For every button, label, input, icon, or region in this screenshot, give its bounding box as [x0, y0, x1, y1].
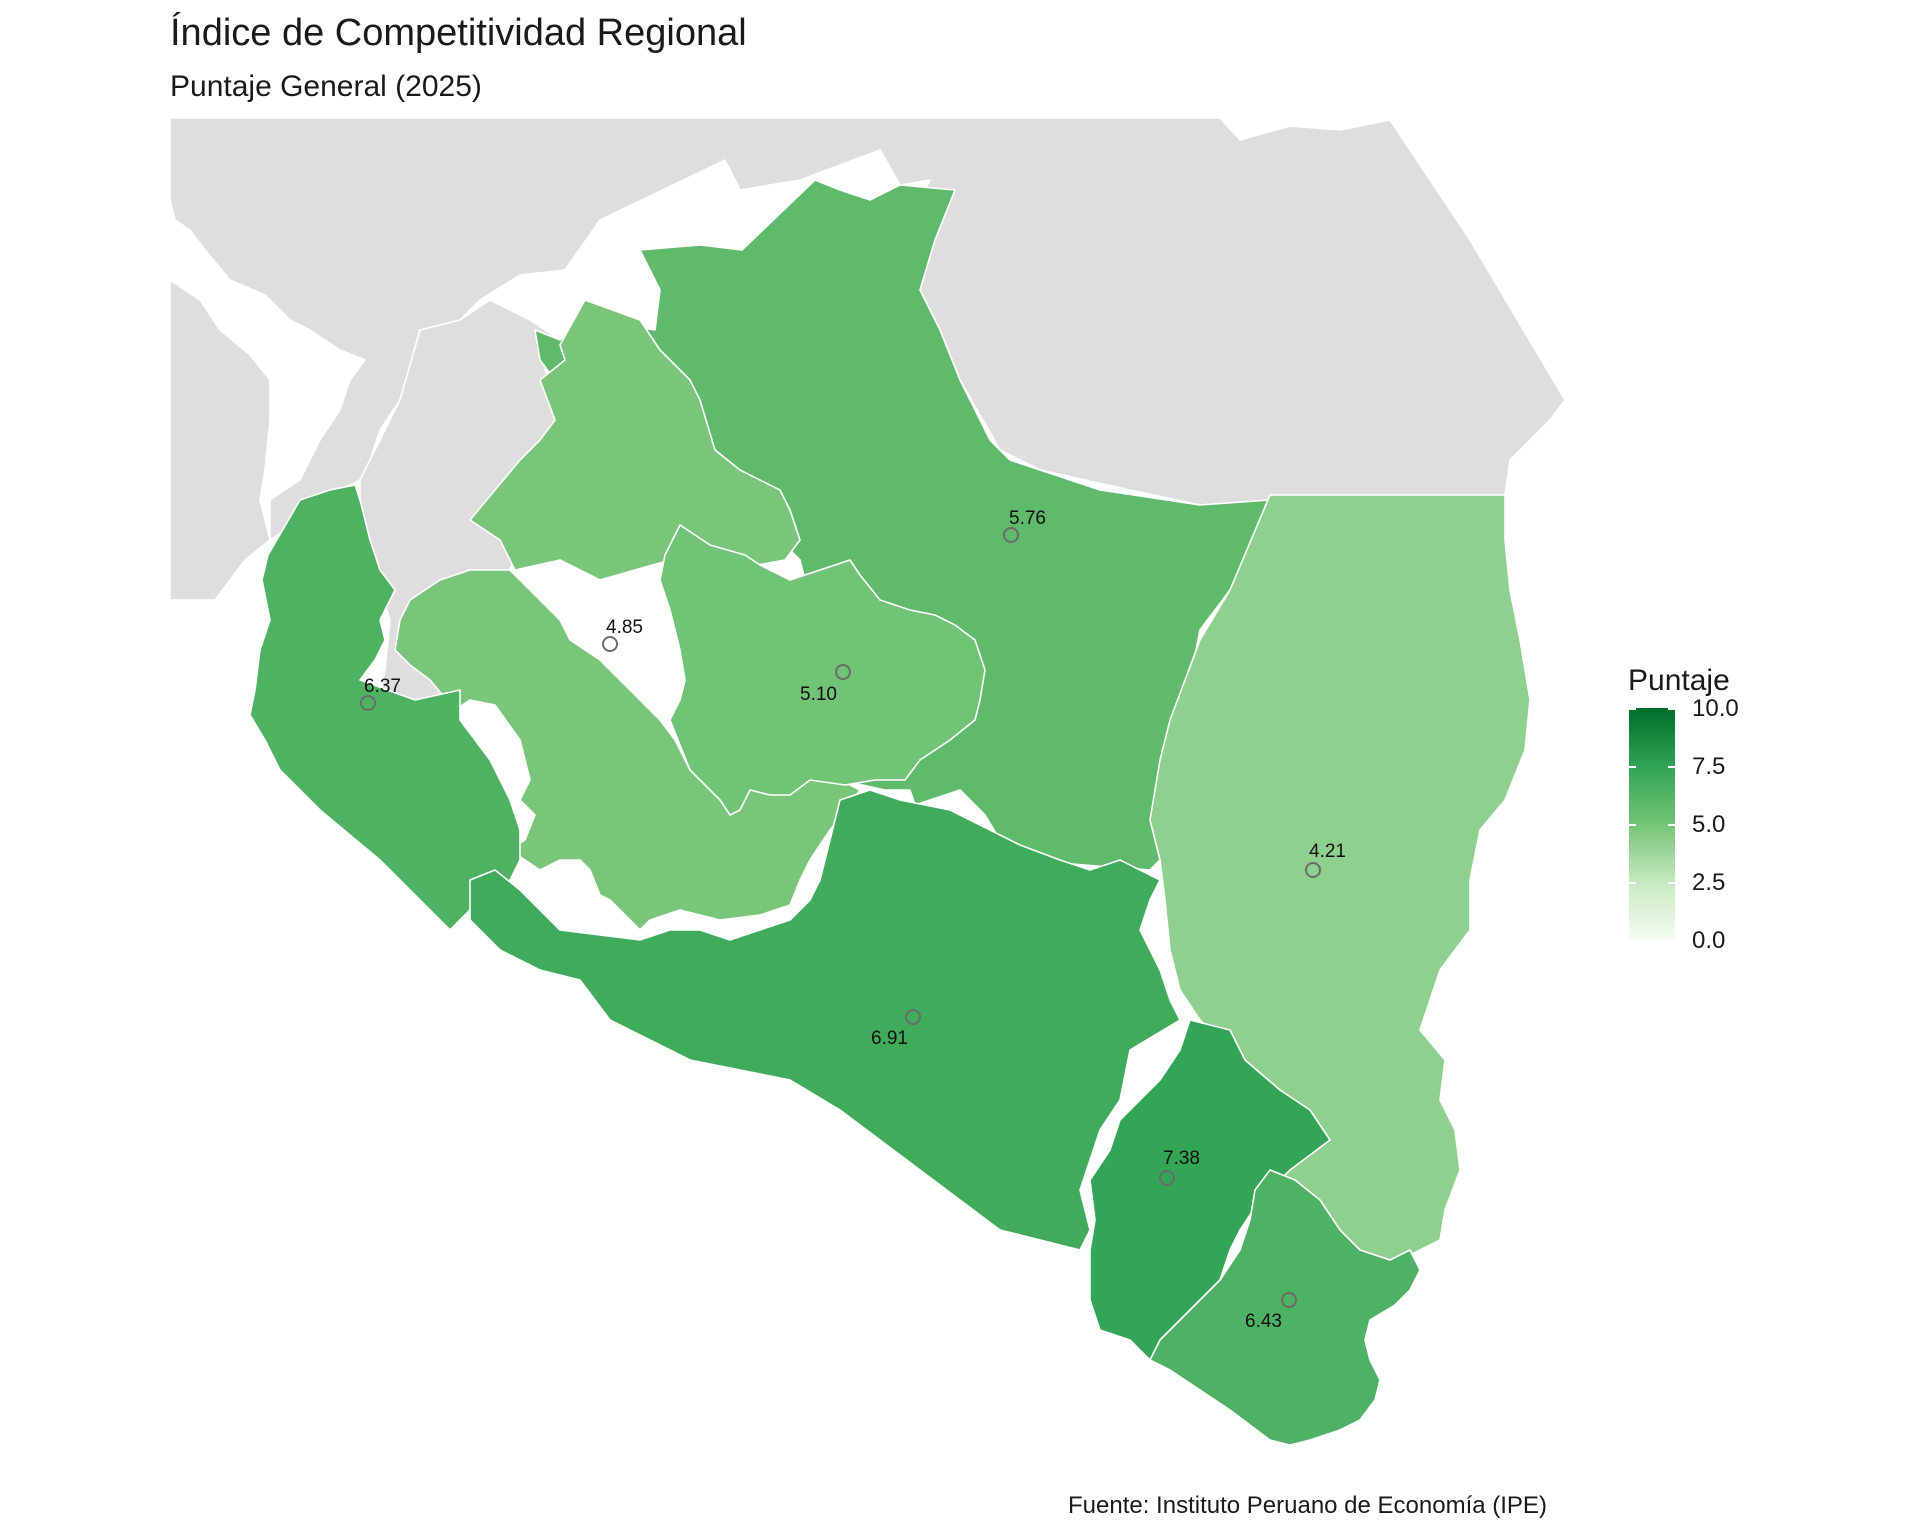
- legend-label-10: 10.0: [1692, 695, 1739, 722]
- marker-r6: 6.91: [871, 1009, 921, 1049]
- value-label-r3: 5.10: [800, 684, 837, 705]
- map-title: Índice de Competitividad Regional: [170, 12, 747, 54]
- marker-dot-r7: [1159, 1170, 1175, 1186]
- legend-title: Puntaje: [1628, 664, 1730, 697]
- marker-dot-r3: [835, 664, 851, 680]
- region-r1: [249, 484, 521, 931]
- value-markers: 6.37 4.85 5.10 5.76 4.21 6.91 7.38 6.43: [360, 508, 1346, 1332]
- marker-dot-r5: [1305, 862, 1321, 878]
- legend-color-bar: [1629, 708, 1675, 940]
- marker-r8: 6.43: [1245, 1292, 1297, 1332]
- marker-r3: 5.10: [800, 664, 851, 705]
- region-r6: [469, 789, 1181, 1251]
- source-caption: Fuente: Instituto Peruano de Economía (I…: [1068, 1492, 1547, 1519]
- marker-dot-r2: [602, 636, 618, 652]
- value-label-r4: 5.76: [1009, 508, 1046, 529]
- marker-r2: 4.85: [602, 617, 643, 652]
- legend-label-7-5: 7.5: [1692, 753, 1726, 780]
- marker-r5: 4.21: [1305, 841, 1346, 878]
- value-label-r1: 6.37: [364, 676, 401, 697]
- legend-tick-left-2-5: [1629, 882, 1636, 884]
- neighbor-region-west: [169, 278, 271, 601]
- marker-r1: 6.37: [360, 676, 401, 711]
- regions: [249, 179, 1531, 1446]
- legend-tick-left-7-5: [1629, 766, 1636, 768]
- legend-label-0: 0.0: [1692, 927, 1726, 954]
- marker-r7: 7.38: [1159, 1148, 1200, 1186]
- marker-dot-r8: [1281, 1292, 1297, 1308]
- region-r8: [1149, 1169, 1421, 1446]
- value-label-r2: 4.85: [606, 617, 643, 638]
- legend-tick-right-7-5: [1668, 766, 1675, 768]
- value-label-r7: 7.38: [1163, 1148, 1200, 1169]
- legend-label-5: 5.0: [1692, 811, 1726, 838]
- region-r3: [659, 524, 986, 816]
- value-label-r6: 6.91: [871, 1028, 908, 1049]
- legend-tick-left-10: [1629, 708, 1636, 710]
- value-label-r5: 4.21: [1309, 841, 1346, 862]
- legend-tick-right-2-5: [1668, 882, 1675, 884]
- legend-label-2-5: 2.5: [1692, 869, 1726, 896]
- legend-tick-left-5: [1629, 824, 1636, 826]
- marker-dot-r1: [360, 695, 376, 711]
- value-label-r8: 6.43: [1245, 1311, 1282, 1332]
- marker-dot-r6: [905, 1009, 921, 1025]
- neighbor-region-north: [169, 117, 1566, 551]
- legend-tick-right-5: [1668, 824, 1675, 826]
- legend-tick-right-10: [1668, 708, 1675, 710]
- marker-r4: 5.76: [1003, 508, 1046, 543]
- marker-dot-r4: [1003, 527, 1019, 543]
- map-subtitle: Puntaje General (2025): [170, 70, 482, 103]
